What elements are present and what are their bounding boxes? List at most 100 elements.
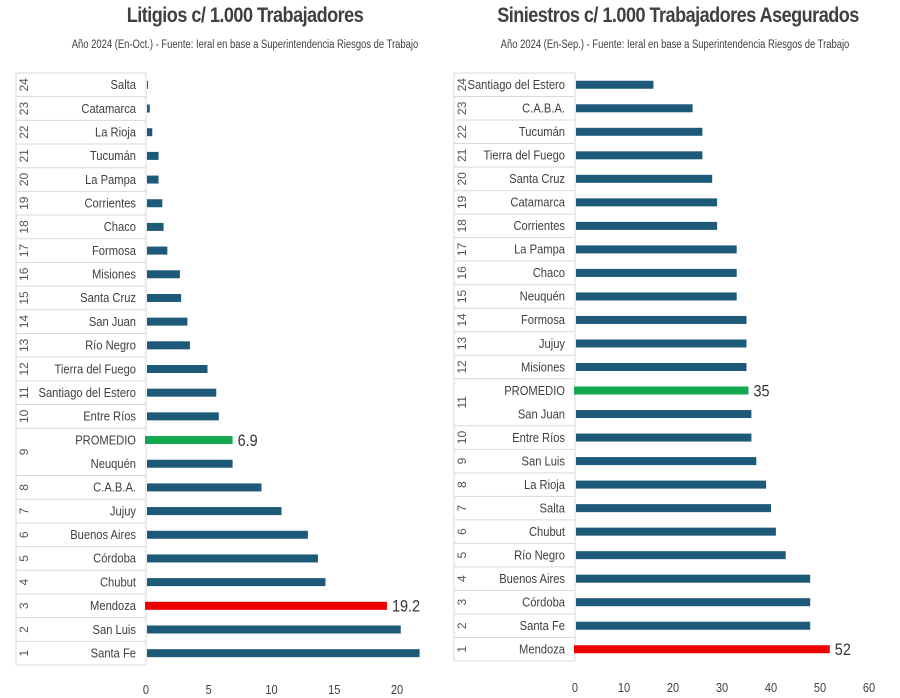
category-label: PROMEDIO [504,383,565,398]
chart-subtitle: Año 2024 (En-Sep.) - Fuente: Ieral en ba… [500,39,850,51]
bar [576,363,747,371]
rank-label: 17 [17,244,31,258]
bar [147,222,164,231]
rank-label: 6 [17,531,31,538]
category-label: Río Negro [85,338,136,353]
category-label: Santa Cruz [80,290,136,305]
rank-label: 11 [17,386,31,399]
category-label: C.A.B.A. [522,101,565,116]
category-label: Santa Cruz [509,171,565,186]
category-label: Salta [111,77,137,92]
bar [147,483,262,492]
rank-label: 15 [455,289,469,303]
bar [576,198,718,207]
bar [576,151,703,160]
category-label: La Pampa [514,242,565,257]
promedio-bar [574,386,749,395]
bar [576,551,786,560]
category-label: Corrientes [84,196,136,211]
bar [576,174,713,183]
category-label: Santa Fe [520,618,566,633]
category-label: Chaco [104,219,137,234]
category-label: Buenos Aires [70,527,136,542]
rank-label: 9 [17,448,31,455]
x-tick-label: 10 [618,680,631,695]
x-tick-label: 15 [328,682,341,697]
category-label: Mendoza [90,598,136,613]
rank-label: 15 [17,291,31,305]
category-label: Jujuy [539,336,566,351]
highlight-bar [145,601,387,610]
rank-label: 18 [17,220,31,234]
rank-label: 21 [455,148,469,162]
category-label: Córdoba [522,595,565,610]
category-label: Neuquén [91,456,136,471]
litigios-chart: 242322212019181716151413121110987654321S… [15,72,420,697]
category-label: Salta [540,501,566,516]
bar [147,199,163,208]
category-label: Entre Ríos [83,409,136,424]
bar [576,80,654,89]
rank-label: 2 [17,626,31,633]
category-label: Santiago del Estero [468,77,566,92]
category-label: Chubut [529,524,566,539]
rank-label: 6 [455,528,469,535]
rank-label: 8 [455,481,469,488]
category-label: Catamarca [81,101,136,116]
category-label: Córdoba [93,551,136,566]
bar [147,507,282,516]
category-label: Santiago del Estero [39,385,137,400]
rank-label: 19 [455,195,469,209]
category-label: La Pampa [85,172,136,187]
bar [147,578,326,587]
rank-label: 12 [17,362,31,376]
category-label: Tucumán [90,148,136,163]
category-label: Santa Fe [91,646,137,661]
bar [147,246,168,255]
category-label: Entre Ríos [512,430,565,445]
x-tick-label: 50 [814,680,827,695]
rank-label: 20 [455,172,469,186]
bar [576,104,693,113]
bar [147,530,308,539]
category-label: Mendoza [519,642,565,657]
data-label: 35 [753,382,769,400]
rank-label: 10 [17,409,31,423]
category-label: San Luis [93,622,136,637]
rank-label: 3 [17,602,31,609]
category-label: Neuquén [520,289,565,304]
siniestros-panel: Siniestros c/ 1.000 Trabajadores Asegura… [450,0,900,698]
rank-label: 7 [17,507,31,514]
rank-label: 24 [455,78,469,92]
category-label: Tierra del Fuego [54,361,136,376]
bar [147,317,188,326]
x-tick-label: 60 [863,680,876,695]
category-label: Jujuy [110,504,137,519]
rank-label: 3 [455,599,469,606]
x-tick-label: 30 [716,680,729,695]
rank-label: 13 [17,338,31,352]
rank-label: 18 [455,219,469,233]
bar [576,457,757,466]
bar [576,574,811,583]
data-label: 19.2 [392,598,420,616]
bar [147,649,420,658]
rank-label: 11 [455,396,469,409]
rank-label: 20 [17,173,31,187]
category-label: Misiones [521,359,565,374]
promedio-bar [145,436,233,445]
bar [147,388,217,397]
bar [576,127,703,136]
category-label: Formosa [92,243,136,258]
category-label: San Juan [518,407,565,422]
chart-title: Litigios c/ 1.000 Trabajadores [126,4,364,27]
category-label: Tucumán [519,124,565,139]
rank-label: 5 [17,555,31,562]
category-label: San Luis [522,454,565,469]
litigios-panel: Litigios c/ 1.000 Trabajadores Año 2024 … [15,4,420,697]
category-label: Tierra del Fuego [483,148,565,163]
bar [147,341,190,350]
rank-label: 16 [455,266,469,280]
category-label: Misiones [92,267,136,282]
category-label: La Rioja [95,125,136,140]
